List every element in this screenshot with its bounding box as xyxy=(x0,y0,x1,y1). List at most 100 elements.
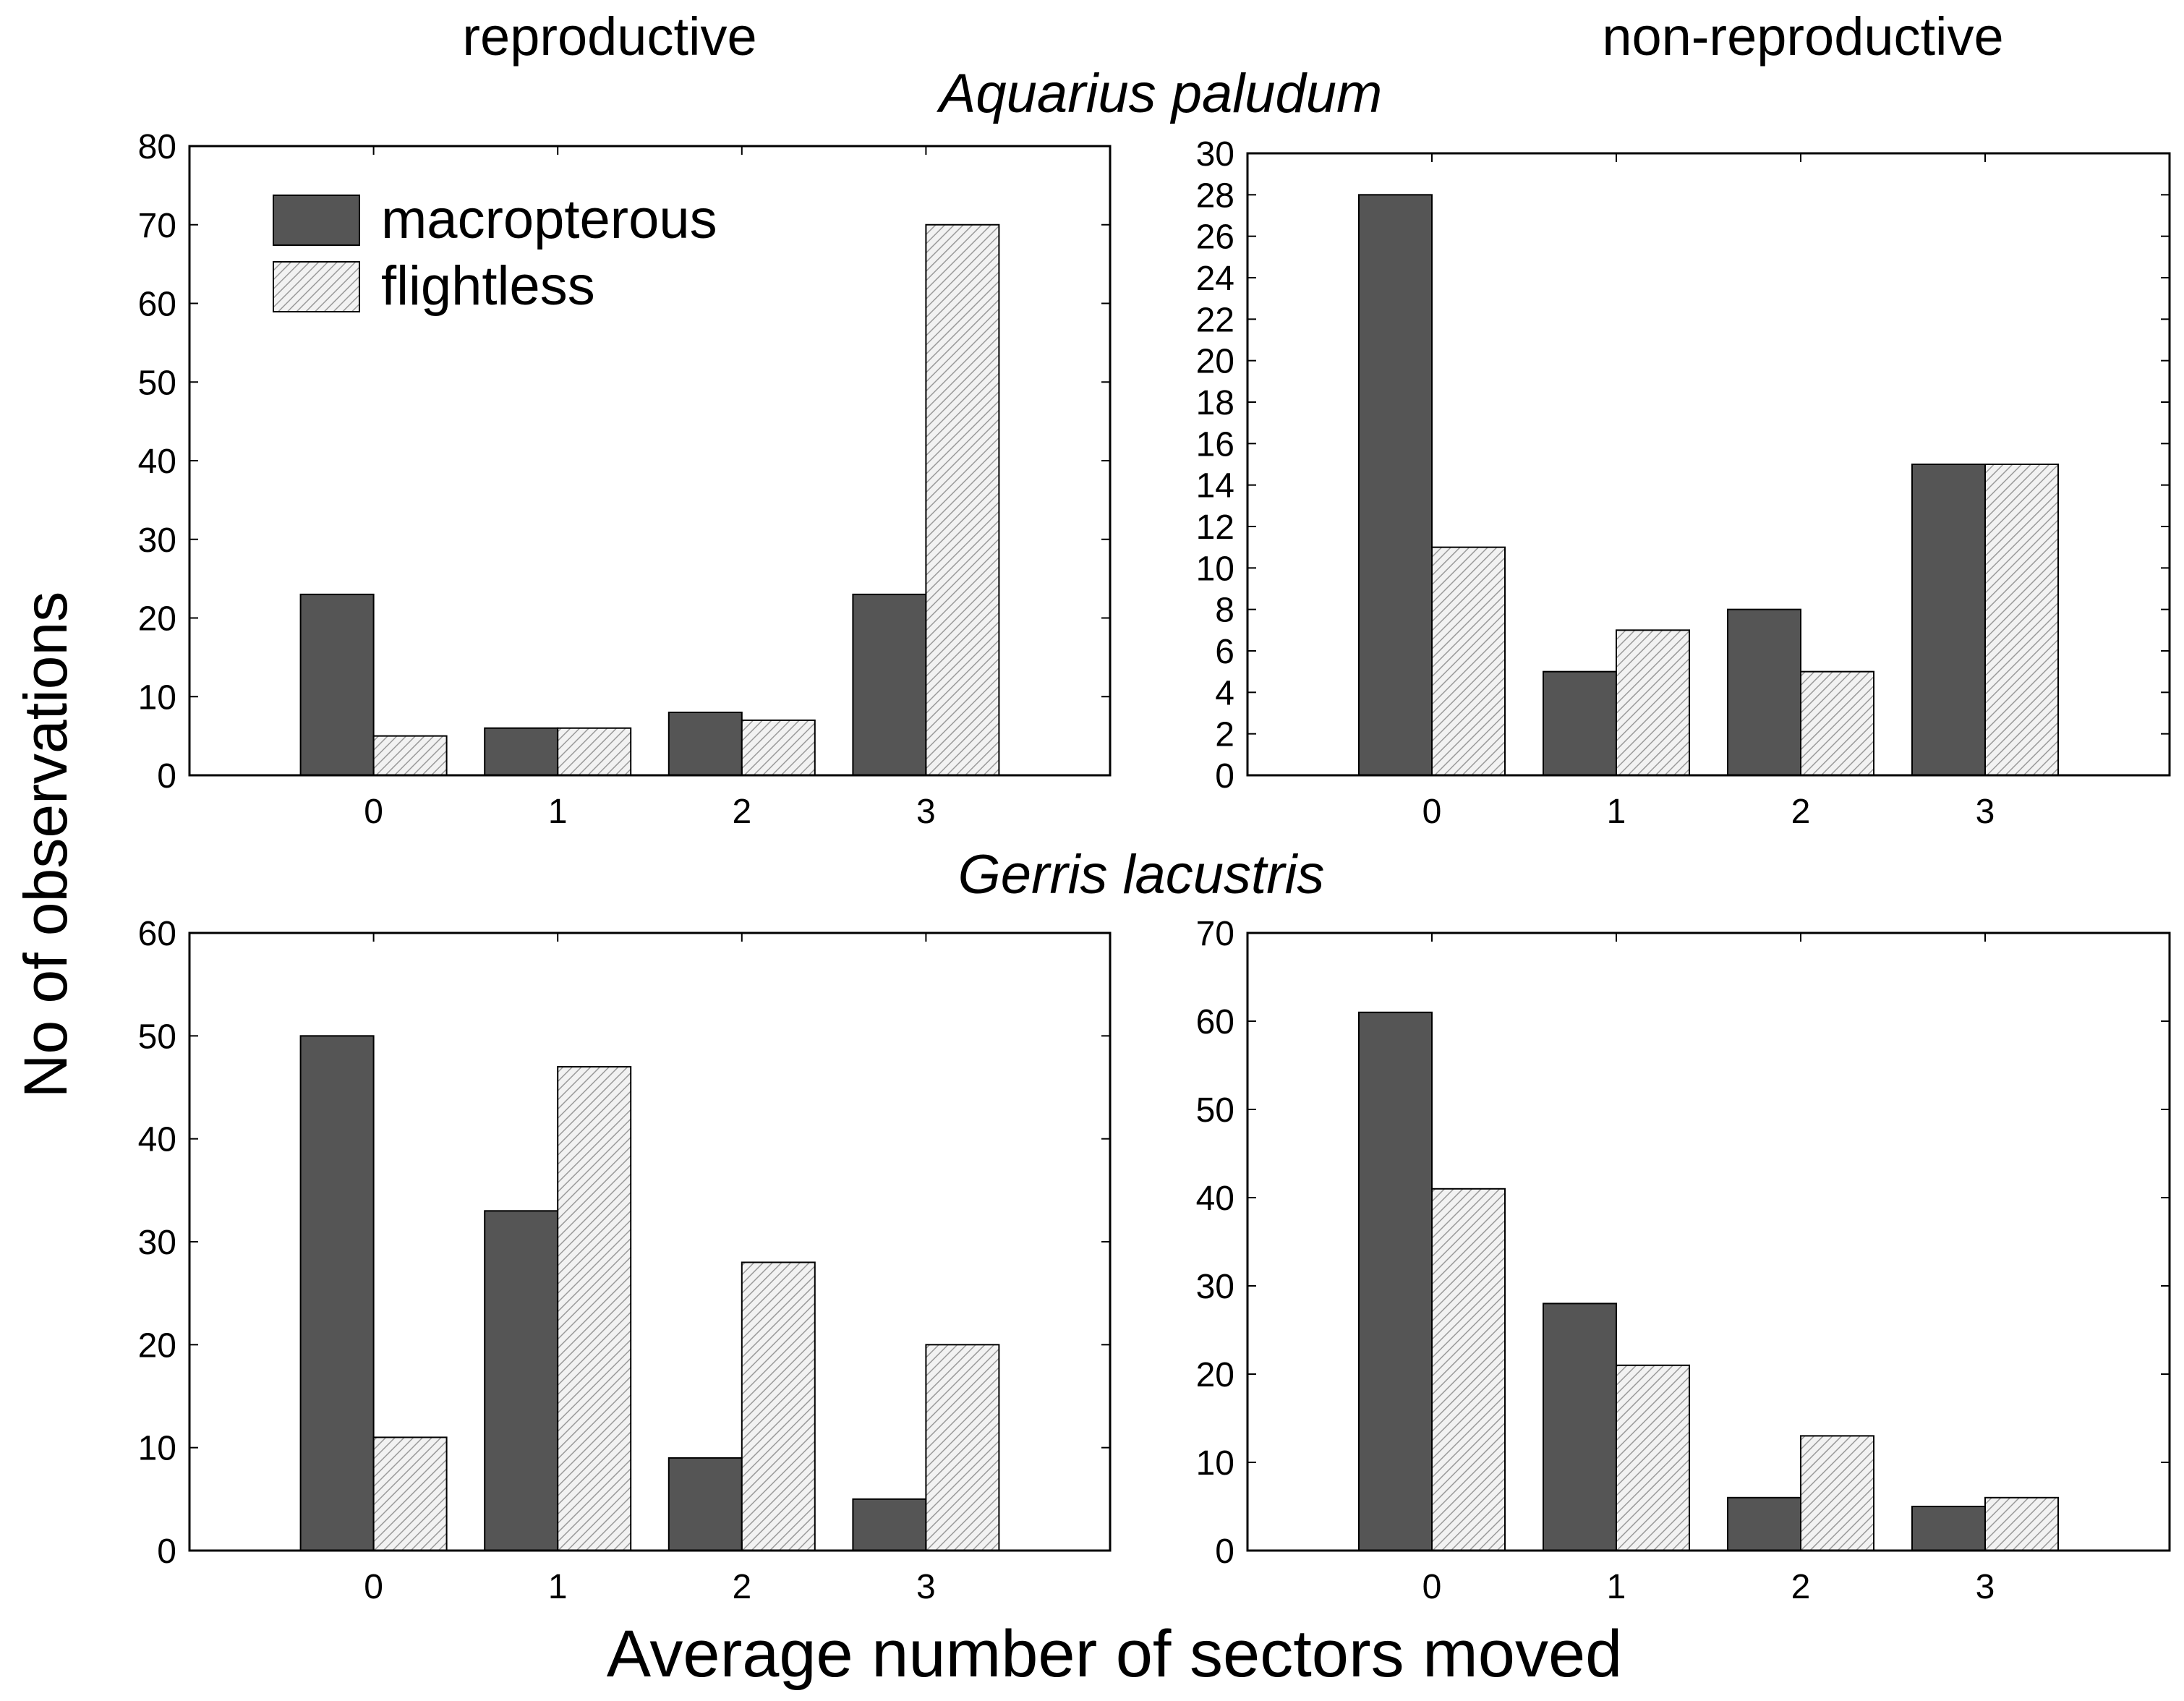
bar-macropterous-1 xyxy=(1543,670,1617,777)
y-tick-label: 20 xyxy=(1196,1356,1234,1394)
bar-macropterous-0 xyxy=(299,1035,375,1552)
y-tick-label: 50 xyxy=(1196,1091,1234,1130)
bar-flightless-0 xyxy=(1431,1188,1506,1552)
y-tick-label: 16 xyxy=(1196,425,1234,464)
x-tick-label: 0 xyxy=(364,1568,383,1606)
bar-macropterous-3 xyxy=(1911,1506,1986,1551)
y-tick-label: 30 xyxy=(1196,1268,1234,1306)
x-tick-label: 2 xyxy=(732,793,751,831)
bar-macropterous-3 xyxy=(852,1498,927,1551)
y-tick-label: 40 xyxy=(1196,1180,1234,1218)
plot-frame xyxy=(1246,152,2171,777)
y-tick-label: 8 xyxy=(1215,592,1234,630)
x-tick-label: 1 xyxy=(548,793,568,831)
x-tick-label: 3 xyxy=(1976,1568,1995,1606)
x-axis-title: Average number of sectors moved xyxy=(607,1617,1623,1691)
y-tick-label: 80 xyxy=(138,128,176,166)
bar-flightless-1 xyxy=(1616,1364,1690,1552)
bar-macropterous-0 xyxy=(1358,1011,1433,1552)
bar-flightless-0 xyxy=(1431,546,1506,777)
bar-flightless-3 xyxy=(925,223,1000,776)
bar-macropterous-0 xyxy=(299,593,375,776)
y-tick-label: 20 xyxy=(1196,343,1234,381)
legend: macropterous flightless xyxy=(273,189,717,317)
bar-macropterous-0 xyxy=(1358,194,1433,777)
y-tick-label: 70 xyxy=(138,207,176,245)
y-tick-label: 40 xyxy=(138,443,176,481)
y-tick-label: 0 xyxy=(1215,1532,1234,1571)
panel-gerris-nonreproductive: 0 10 20 30 40 50 60 70 0 1 2 3 xyxy=(1196,915,2171,1606)
y-tick-label: 14 xyxy=(1196,467,1234,506)
y-tick-label: 10 xyxy=(1196,550,1234,588)
species-label-aquarius: Aquarius paludum xyxy=(937,63,1383,124)
y-tick-label: 0 xyxy=(157,757,176,796)
x-tick-label: 3 xyxy=(916,1568,936,1606)
y-tick-label: 2 xyxy=(1215,716,1234,754)
plot-frame xyxy=(1246,932,2171,1552)
y-tick-label: 60 xyxy=(1196,1003,1234,1041)
legend-label-macropterous: macropterous xyxy=(381,189,717,250)
bar-flightless-1 xyxy=(557,1066,632,1551)
y-axis-title: No of observations xyxy=(12,592,80,1098)
bar-macropterous-1 xyxy=(1543,1303,1617,1552)
bar-flightless-1 xyxy=(557,727,632,776)
x-tick-label: 0 xyxy=(1422,1568,1442,1606)
y-tick-label: 6 xyxy=(1215,633,1234,671)
bar-macropterous-1 xyxy=(484,727,559,776)
legend-swatch-flightless xyxy=(273,261,360,312)
y-tick-label: 10 xyxy=(1196,1444,1234,1483)
y-tick-label: 24 xyxy=(1196,260,1234,298)
legend-label-flightless: flightless xyxy=(381,255,595,317)
bar-macropterous-3 xyxy=(852,593,927,776)
y-tick-label: 20 xyxy=(138,600,176,639)
x-tick-label: 0 xyxy=(364,793,383,831)
bar-macropterous-3 xyxy=(1911,464,1986,776)
bar-macropterous-2 xyxy=(1727,1496,1801,1552)
x-tick-label: 2 xyxy=(732,1568,751,1606)
y-tick-label: 20 xyxy=(138,1326,176,1365)
y-tick-label: 70 xyxy=(1196,915,1234,953)
y-tick-label: 12 xyxy=(1196,508,1234,547)
y-tick-label: 50 xyxy=(138,1018,176,1056)
y-tick-label: 40 xyxy=(138,1121,176,1159)
panel-aquarius-reproductive: 0 10 20 30 40 50 60 70 80 0 1 2 3 xyxy=(138,128,1112,831)
x-tick-label: 2 xyxy=(1791,793,1811,831)
bar-flightless-3 xyxy=(1984,1496,2059,1552)
bar-flightless-2 xyxy=(1800,1435,1874,1552)
y-tick-label: 0 xyxy=(157,1532,176,1571)
x-tick-label: 2 xyxy=(1791,1568,1811,1606)
x-tick-label: 0 xyxy=(1422,793,1442,831)
bar-flightless-2 xyxy=(741,719,816,776)
legend-swatch-macropterous xyxy=(273,195,360,246)
bar-flightless-2 xyxy=(1800,670,1874,777)
species-label-gerris: Gerris lacustris xyxy=(958,844,1325,905)
x-tick-label: 1 xyxy=(1607,793,1626,831)
column-title-non-reproductive: non-reproductive xyxy=(1602,7,2003,67)
bar-macropterous-1 xyxy=(484,1210,559,1552)
bar-flightless-2 xyxy=(741,1261,816,1551)
y-tick-label: 4 xyxy=(1215,674,1234,712)
y-tick-label: 30 xyxy=(1196,135,1234,174)
bar-flightless-3 xyxy=(925,1344,1000,1552)
y-tick-label: 30 xyxy=(138,521,176,560)
panel-gerris-reproductive: 0 10 20 30 40 50 60 0 1 2 3 xyxy=(138,915,1112,1606)
column-title-reproductive: reproductive xyxy=(462,7,756,67)
bar-flightless-0 xyxy=(372,1436,448,1552)
bar-macropterous-2 xyxy=(667,1457,743,1552)
bar-flightless-3 xyxy=(1984,464,2059,776)
bar-macropterous-2 xyxy=(1727,608,1801,777)
x-tick-label: 3 xyxy=(916,793,936,831)
y-tick-label: 26 xyxy=(1196,218,1234,257)
bar-macropterous-2 xyxy=(667,712,743,776)
bar-flightless-0 xyxy=(372,735,448,776)
y-tick-label: 10 xyxy=(138,1430,176,1468)
y-tick-label: 50 xyxy=(138,364,176,402)
x-tick-label: 1 xyxy=(1607,1568,1626,1606)
y-tick-label: 18 xyxy=(1196,384,1234,422)
y-tick-label: 60 xyxy=(138,915,176,953)
x-tick-label: 1 xyxy=(548,1568,568,1606)
bar-flightless-1 xyxy=(1616,629,1690,776)
